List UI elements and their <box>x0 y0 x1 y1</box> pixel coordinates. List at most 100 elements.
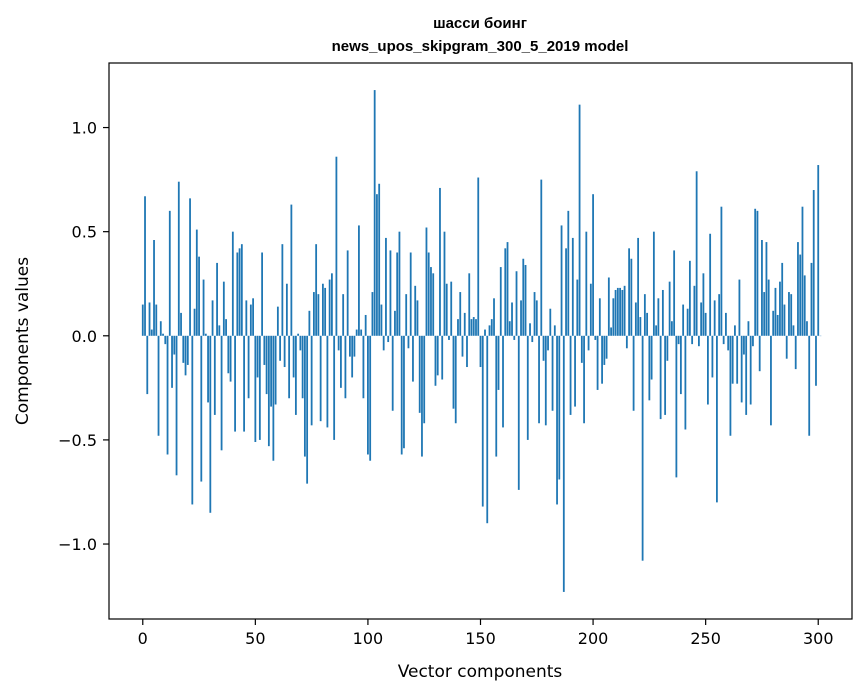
bar <box>243 335 245 432</box>
bar <box>173 335 176 355</box>
bar <box>664 335 667 415</box>
bar <box>812 190 815 336</box>
bar <box>247 335 250 399</box>
bar <box>301 335 304 399</box>
bar <box>400 335 403 455</box>
bar <box>234 335 236 432</box>
bar <box>659 335 662 420</box>
bar <box>454 335 457 424</box>
bar <box>376 194 378 336</box>
bar <box>294 335 297 415</box>
bar <box>551 335 554 411</box>
bar <box>612 298 615 336</box>
bar <box>743 335 745 355</box>
bar <box>585 231 588 336</box>
bar <box>634 302 637 336</box>
bar <box>488 325 491 336</box>
y-axis-label: Components values <box>13 257 33 425</box>
bar <box>209 335 212 513</box>
bar <box>337 335 340 351</box>
bar <box>168 210 171 336</box>
bar <box>177 181 180 336</box>
bar <box>364 314 367 336</box>
bar <box>153 240 155 336</box>
bar <box>513 335 516 340</box>
y-tick-label: −1.0 <box>58 535 97 554</box>
bar <box>767 279 770 336</box>
bar <box>493 298 495 336</box>
y-tick-label: −0.5 <box>58 431 97 450</box>
bar <box>646 312 649 336</box>
bar <box>220 335 223 451</box>
bar <box>425 227 428 336</box>
bar <box>623 285 626 336</box>
bar <box>378 183 381 336</box>
bar <box>567 210 570 336</box>
bar <box>162 333 164 336</box>
bar <box>569 335 572 415</box>
bar <box>416 300 419 336</box>
bar <box>344 335 347 399</box>
y-tick-label: 0.5 <box>72 223 97 242</box>
bar <box>716 335 718 503</box>
bar <box>675 335 678 478</box>
bar <box>679 335 682 395</box>
bar <box>315 244 318 336</box>
bar <box>270 335 273 407</box>
bar <box>594 335 597 340</box>
bar <box>524 264 527 336</box>
bar <box>628 248 630 336</box>
bar <box>533 292 536 336</box>
bar <box>709 233 712 336</box>
x-tick-label: 250 <box>690 629 721 648</box>
bar <box>576 279 579 336</box>
bar <box>231 231 234 336</box>
bar <box>571 237 574 336</box>
bar <box>641 335 644 561</box>
bar <box>166 335 169 455</box>
bar <box>346 250 349 336</box>
bar <box>596 335 599 390</box>
bar <box>405 294 408 336</box>
bar <box>430 267 432 336</box>
bar <box>502 335 504 428</box>
bar <box>761 240 763 336</box>
bar <box>225 319 227 336</box>
bar <box>578 104 581 336</box>
bar <box>303 335 306 457</box>
bar <box>159 321 162 336</box>
bar <box>418 335 421 413</box>
bar <box>216 262 218 336</box>
bar <box>445 283 448 336</box>
bar <box>553 325 556 336</box>
bar <box>389 250 392 336</box>
bar <box>443 231 446 336</box>
bar <box>274 335 277 405</box>
bar <box>238 248 241 336</box>
bar <box>691 335 694 345</box>
x-tick-label: 100 <box>353 629 384 648</box>
bar <box>682 304 685 336</box>
bar <box>380 304 383 336</box>
bar <box>788 292 790 336</box>
bar <box>740 335 743 403</box>
bar <box>155 304 158 336</box>
bar <box>200 335 203 482</box>
bar <box>693 285 696 336</box>
bar <box>587 335 590 351</box>
x-axis-label: Vector components <box>398 662 563 682</box>
bar <box>621 289 624 336</box>
bar <box>261 252 263 336</box>
bar <box>466 335 468 368</box>
bar <box>657 298 660 336</box>
bar <box>738 279 741 336</box>
bar <box>731 335 734 384</box>
bar <box>459 292 462 336</box>
bar <box>150 329 153 336</box>
bar <box>164 335 167 345</box>
bar <box>794 335 797 370</box>
bar <box>414 285 417 336</box>
bar <box>556 335 558 505</box>
